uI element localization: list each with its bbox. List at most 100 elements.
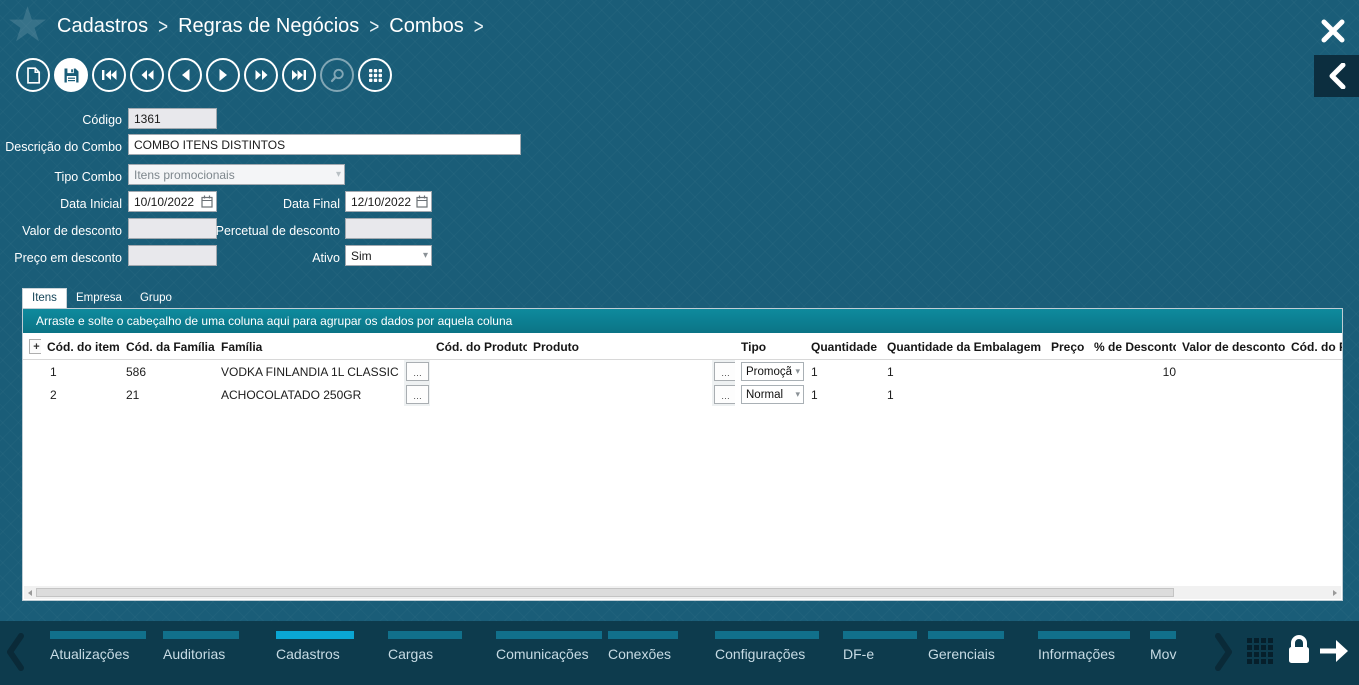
- next-record-button[interactable]: [206, 58, 240, 92]
- nav-item-dfe[interactable]: DF-e: [843, 631, 917, 662]
- close-button[interactable]: [1319, 17, 1347, 45]
- scroll-right-button[interactable]: [1329, 586, 1341, 599]
- nav-item-mov[interactable]: Mov: [1150, 631, 1190, 662]
- grid-row-1[interactable]: 1 586 VODKA FINLANDIA 1L CLASSIC … … Pro…: [23, 360, 1342, 384]
- percentual-desconto-field[interactable]: [345, 218, 432, 239]
- ativo-select[interactable]: Sim ▾: [345, 245, 432, 266]
- col-tipo[interactable]: Tipo: [735, 333, 805, 360]
- itens-panel: Arraste e solte o cabeçalho de uma colun…: [22, 308, 1343, 601]
- data-inicial-field[interactable]: 10/10/2022: [128, 191, 217, 212]
- data-final-field[interactable]: 12/10/2022: [345, 191, 432, 212]
- tab-grupo[interactable]: Grupo: [139, 292, 172, 304]
- nav-accent-bar: [1150, 631, 1176, 639]
- horizontal-scrollbar[interactable]: [24, 586, 1341, 599]
- col-familia[interactable]: Família: [215, 333, 400, 360]
- col-cod-p[interactable]: Cód. do P: [1285, 333, 1342, 360]
- cell-familia: VODKA FINLANDIA 1L CLASSIC: [221, 364, 399, 379]
- nav-label: DF-e: [843, 646, 875, 662]
- nav-label: Cargas: [388, 646, 434, 662]
- data-inicial-value: 10/10/2022: [134, 194, 195, 209]
- col-perc-desconto[interactable]: % de Desconto: [1088, 333, 1176, 360]
- col-preco[interactable]: Preço: [1045, 333, 1088, 360]
- apps-grid-icon[interactable]: [1247, 638, 1273, 664]
- nav-accent-bar: [1038, 631, 1130, 639]
- tipo-select[interactable]: Promoçã ▾: [741, 362, 804, 381]
- breadcrumb-item-combos[interactable]: Combos: [389, 15, 464, 37]
- tab-empresa[interactable]: Empresa: [75, 292, 122, 304]
- familia-lookup-button[interactable]: …: [406, 362, 429, 381]
- rewind-button[interactable]: [130, 58, 164, 92]
- cell-cod-produto: [430, 360, 527, 384]
- familia-lookup-button[interactable]: …: [406, 385, 429, 404]
- calendar-icon[interactable]: [201, 195, 213, 208]
- arrow-right-icon: [1333, 589, 1337, 596]
- nav-item-cadastros[interactable]: Cadastros: [276, 631, 354, 662]
- cell-cod-familia: 586: [126, 364, 147, 379]
- arrow-left-icon: [28, 589, 32, 596]
- nav-item-configuracoes[interactable]: Configurações: [715, 631, 819, 662]
- breadcrumb-item-cadastros[interactable]: Cadastros: [57, 15, 149, 37]
- cell-qtd-embalagem: 1: [887, 387, 894, 402]
- nav-item-cargas[interactable]: Cargas: [388, 631, 462, 662]
- valor-desconto-field[interactable]: [128, 218, 217, 239]
- col-valor-desconto[interactable]: Valor de desconto: [1176, 333, 1285, 360]
- last-record-button[interactable]: [282, 58, 316, 92]
- scroll-left-button[interactable]: [24, 586, 36, 599]
- cell-familia: ACHOCOLATADO 250GR: [221, 387, 362, 402]
- search-button[interactable]: [320, 58, 354, 92]
- scrollbar-thumb[interactable]: [36, 588, 1174, 597]
- calendar-icon[interactable]: [416, 195, 428, 208]
- descricao-label: Descrição do Combo: [5, 140, 122, 154]
- codigo-field[interactable]: [128, 108, 217, 129]
- nav-accent-bar: [50, 631, 146, 639]
- nav-item-gerenciais[interactable]: Gerenciais: [928, 631, 1004, 662]
- nav-accent-bar: [163, 631, 239, 639]
- previous-record-button[interactable]: [168, 58, 202, 92]
- previous-icon: [181, 69, 189, 81]
- record-toolbar: [16, 58, 392, 92]
- descricao-field[interactable]: [128, 134, 521, 155]
- grid-view-button[interactable]: [358, 58, 392, 92]
- cell-cod-p: [1285, 383, 1342, 406]
- col-cod-produto[interactable]: Cód. do Produto: [430, 333, 527, 360]
- items-grid: + Cód. do item Cód. da Família Família C…: [23, 333, 1342, 586]
- exit-arrow-icon[interactable]: [1318, 638, 1350, 664]
- nav-item-atualizacoes[interactable]: Atualizações: [50, 631, 146, 662]
- grid-icon: [368, 68, 382, 82]
- nav-label: Comunicações: [496, 646, 589, 662]
- new-record-button[interactable]: [16, 58, 50, 92]
- nav-label: Configurações: [715, 646, 806, 662]
- new-document-icon: [26, 66, 40, 84]
- nav-item-informacoes[interactable]: Informações: [1038, 631, 1130, 662]
- nav-item-auditorias[interactable]: Auditorias: [163, 631, 239, 662]
- nav-item-conexoes[interactable]: Conexões: [608, 631, 678, 662]
- grid-row-2[interactable]: 2 21 ACHOCOLATADO 250GR … … Normal ▾ 1 1: [23, 383, 1342, 406]
- col-cod-familia[interactable]: Cód. da Família: [120, 333, 215, 360]
- nav-scroll-right-icon[interactable]: [1215, 633, 1233, 671]
- produto-lookup-button[interactable]: …: [714, 362, 735, 381]
- nav-scroll-left-icon[interactable]: [6, 633, 24, 671]
- col-quantidade[interactable]: Quantidade: [805, 333, 881, 360]
- produto-lookup-button[interactable]: …: [714, 385, 735, 404]
- lock-icon[interactable]: [1286, 633, 1312, 667]
- data-final-value: 12/10/2022: [351, 194, 412, 209]
- expand-all-button[interactable]: +: [29, 339, 41, 354]
- tipo-combo-value: Itens promocionais: [134, 167, 235, 182]
- tipo-value: Normal: [746, 388, 784, 401]
- cell-produto: [527, 383, 708, 406]
- nav-item-comunicacoes[interactable]: Comunicações: [496, 631, 602, 662]
- breadcrumb-item-regras[interactable]: Regras de Negócios: [178, 15, 360, 37]
- tipo-select[interactable]: Normal ▾: [741, 385, 804, 404]
- preco-desconto-label: Preço em desconto: [14, 251, 122, 265]
- collapse-panel-button[interactable]: [1314, 55, 1359, 97]
- save-button[interactable]: [54, 58, 88, 92]
- tab-itens[interactable]: Itens: [22, 288, 67, 308]
- col-produto[interactable]: Produto: [527, 333, 708, 360]
- scrollbar-track[interactable]: [36, 586, 1329, 599]
- col-cod-item[interactable]: Cód. do item: [41, 333, 120, 360]
- preco-desconto-field[interactable]: [128, 245, 217, 266]
- tipo-combo-select[interactable]: Itens promocionais ▾: [128, 164, 345, 185]
- col-qtd-embalagem[interactable]: Quantidade da Embalagem: [881, 333, 1045, 360]
- forward-button[interactable]: [244, 58, 278, 92]
- first-record-button[interactable]: [92, 58, 126, 92]
